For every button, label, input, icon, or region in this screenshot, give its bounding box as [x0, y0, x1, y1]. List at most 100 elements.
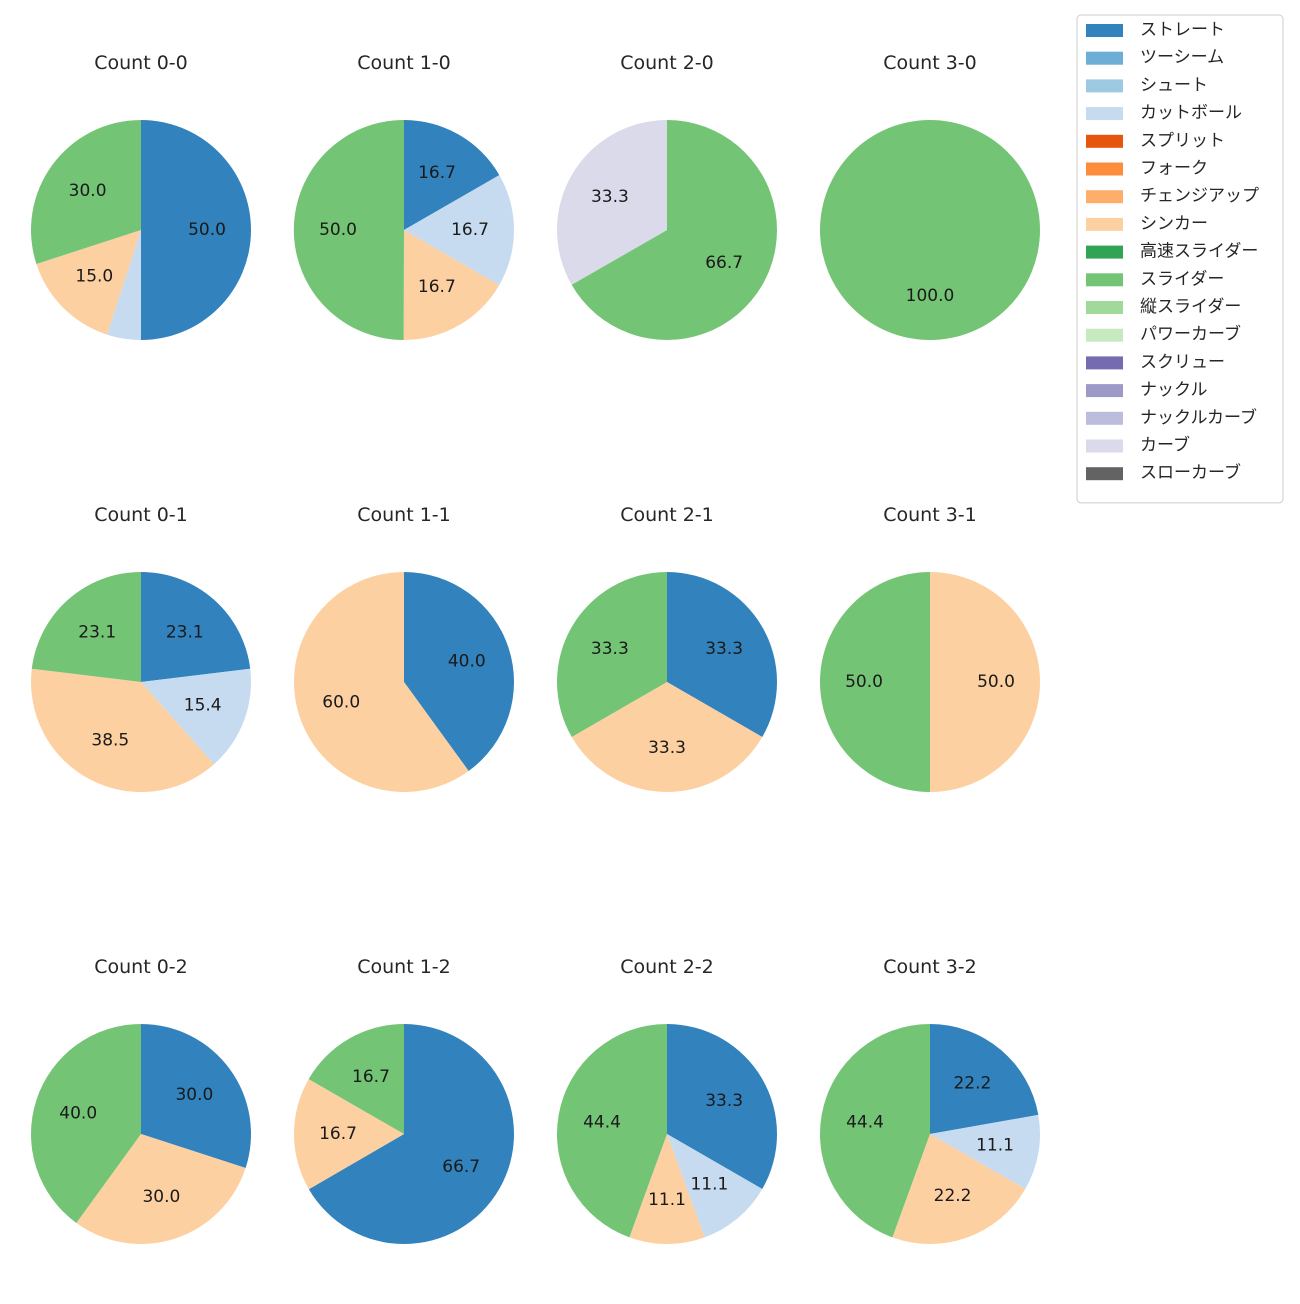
legend-swatch	[1086, 439, 1123, 453]
pie-10: Count 1-2 66.7 16.7 16.7	[293, 956, 514, 1244]
pie-title: Count 3-2	[883, 956, 977, 978]
legend: ストレートツーシームシュートカットボールスプリットフォークチェンジアップシンカー…	[1076, 14, 1284, 504]
slice-label: 40.0	[448, 652, 486, 672]
slice-label: 15.4	[184, 695, 222, 715]
pie-slice-10-3	[308, 1024, 404, 1134]
pie-slice-1-1	[141, 120, 251, 340]
legend-frame	[1076, 14, 1284, 504]
legend-swatch	[1086, 328, 1123, 342]
slice-label: 16.7	[352, 1067, 390, 1087]
slice-label: 33.3	[648, 738, 686, 758]
pie-slice-3-2	[556, 119, 667, 285]
legend-swatch	[1086, 301, 1123, 314]
slice-label: 16.7	[319, 1124, 357, 1144]
pie-slice-10-1	[308, 1024, 514, 1244]
pie-title: Count 0-1	[94, 504, 188, 526]
pie-slice-3-1	[571, 120, 777, 340]
pie-title: Count 2-2	[620, 956, 714, 978]
slice-label: 50.0	[319, 220, 357, 240]
slice-label: 23.1	[78, 623, 116, 643]
pie-slice-4-1	[820, 120, 1040, 340]
pie-4: Count 3-0 100.0	[820, 52, 1040, 340]
pie-slice-7-1	[667, 572, 777, 737]
slice-label: 15.0	[75, 267, 113, 287]
slice-label: 60.0	[322, 692, 360, 712]
slice-label: 50.0	[845, 672, 883, 692]
slice-label: 16.7	[451, 220, 489, 240]
legend-label: スローカーブ	[1140, 462, 1241, 483]
pie-slice-1-3	[36, 230, 141, 335]
pie-slice-12-4	[819, 1024, 930, 1238]
pie-title: Count 1-2	[357, 956, 451, 978]
legend-swatch	[1086, 107, 1123, 121]
pie-slice-12-2	[930, 1114, 1040, 1189]
slice-label: 33.3	[591, 639, 629, 659]
slice-label: 50.0	[977, 672, 1015, 692]
pie-5: Count 0-1 23.1 15.4 38.5 23.1	[30, 504, 252, 793]
slice-label: 33.3	[705, 1091, 743, 1111]
pie-slice-5-3	[30, 668, 214, 793]
pie-slice-8-2	[820, 572, 930, 792]
pie-slice-5-2	[141, 668, 252, 765]
pie-slice-1-2	[107, 230, 141, 340]
pie-3: Count 2-0 66.7 33.3	[556, 52, 777, 340]
pie-slice-9-2	[76, 1134, 246, 1245]
pie-slice-6-1	[404, 572, 515, 771]
legend-label: ナックルカーブ	[1140, 407, 1257, 428]
pie-6: Count 1-1 40.0 60.0	[294, 504, 515, 792]
slice-label: 33.3	[591, 187, 629, 207]
slice-label: 11.1	[648, 1190, 686, 1210]
slice-label: 66.7	[705, 253, 743, 273]
slice-label: 11.1	[976, 1135, 1014, 1155]
pie-12: Count 3-2 22.2 11.1 22.2 44.4	[819, 956, 1040, 1245]
legend-swatch	[1086, 384, 1123, 398]
legend-label: 縦スライダー	[1140, 297, 1241, 317]
legend-label: ツーシーム	[1140, 48, 1224, 68]
pie-title: Count 1-1	[357, 504, 451, 526]
legend-swatch	[1086, 162, 1123, 176]
pie-title: Count 0-2	[94, 956, 188, 978]
slice-label: 30.0	[69, 181, 107, 201]
slice-label: 40.0	[59, 1104, 97, 1124]
pie-title: Count 2-0	[620, 52, 714, 74]
pie-slice-2-3	[403, 230, 500, 341]
pie-slice-10-2	[293, 1079, 404, 1190]
legend-label: カットボール	[1140, 103, 1242, 123]
pie-slice-5-1	[141, 572, 251, 682]
legend-label: ナックル	[1140, 380, 1208, 400]
slice-label: 33.3	[705, 639, 743, 659]
legend-swatch	[1086, 190, 1123, 204]
pie-11: Count 2-2 33.3 11.111.1 44.4	[556, 956, 777, 1245]
legend-label: シンカー	[1140, 214, 1208, 234]
legend-swatch	[1086, 245, 1123, 259]
slice-label: 50.0	[188, 220, 226, 240]
legend-swatch	[1086, 273, 1123, 287]
legend-swatch	[1086, 356, 1123, 370]
pie-slice-2-1	[404, 120, 500, 230]
pie-1: Count 0-0 50.0 15.0 30.0	[30, 52, 251, 340]
pie-8: Count 3-1 50.0 50.0	[820, 504, 1040, 792]
legend-swatch	[1086, 217, 1123, 231]
legend-label: パワーカーブ	[1140, 324, 1241, 345]
legend-label: チェンジアップ	[1140, 186, 1259, 206]
pie-slice-7-2	[571, 682, 763, 792]
slice-label: 23.1	[166, 623, 204, 643]
pie-2: Count 1-0 16.7 16.7 16.7 50.0	[293, 52, 515, 341]
legend-label: カーブ	[1140, 435, 1190, 456]
slice-label: 11.1	[690, 1175, 728, 1195]
pie-7: Count 2-1 33.3 33.3 33.3	[557, 504, 777, 792]
legend-swatch	[1086, 51, 1123, 65]
slice-label: 16.7	[418, 163, 456, 183]
pie-slice-1-4	[30, 120, 141, 264]
pie-slice-9-1	[141, 1024, 252, 1168]
pie-slice-8-1	[930, 572, 1040, 792]
pie-slice-6-2	[294, 572, 469, 792]
pie-title: Count 3-0	[883, 52, 977, 74]
legend-swatch	[1086, 411, 1123, 425]
legend-label: ストレート	[1140, 20, 1225, 40]
pie-slice-11-1	[667, 1024, 777, 1189]
pies-layer: Count 0-0 50.0 15.0 30.0 Count 1-0 16.7 16.7 16…	[30, 52, 1040, 1245]
slice-label: 30.0	[142, 1187, 180, 1207]
